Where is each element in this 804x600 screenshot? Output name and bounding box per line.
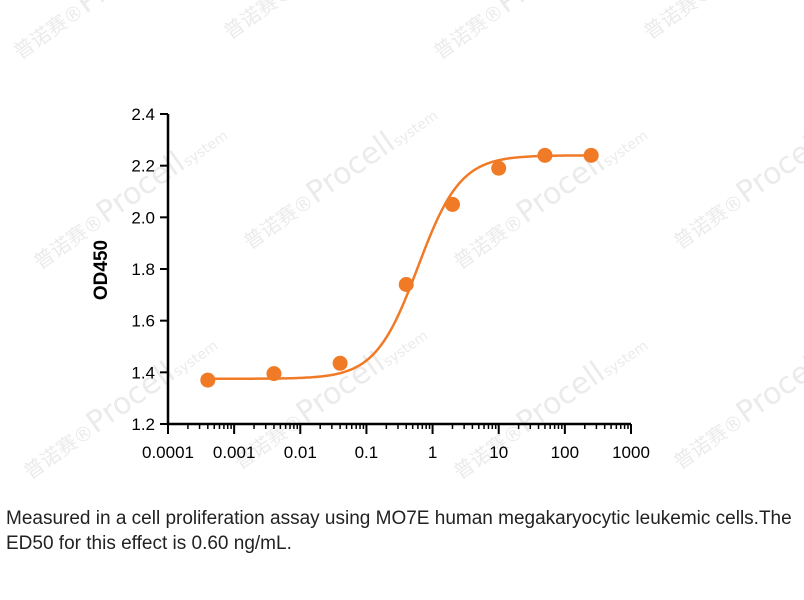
data-points (200, 147, 599, 388)
watermark-cn-text: 普诺赛® (449, 209, 528, 275)
watermark-sub-text: system (181, 128, 232, 170)
y-axis-label: OD450 (91, 240, 112, 300)
watermark-cn-text: 普诺赛® (19, 419, 98, 485)
data-point (398, 277, 414, 292)
watermark-cn-text: 普诺赛® (669, 189, 748, 255)
watermark-cn-text: 普诺赛® (219, 0, 298, 44)
watermark-cn-text: 普诺赛® (9, 0, 88, 64)
watermark-cn-text: 普诺赛® (229, 409, 308, 475)
data-point (444, 196, 460, 212)
watermark-brand-text: Procell (730, 345, 804, 431)
watermark-brand-text: Procell (300, 125, 401, 211)
y-tick-label: 2.2 (131, 157, 155, 176)
x-tick-label: 10 (489, 443, 508, 462)
watermark-sub-text: system (601, 338, 652, 380)
data-point (583, 147, 599, 163)
y-tick-label: 2.4 (131, 105, 155, 124)
data-point (266, 366, 282, 382)
y-tick-label: 1.4 (131, 363, 155, 382)
watermark-sub-text: system (171, 338, 222, 380)
watermark-brand-text: Procell (730, 125, 804, 211)
x-tick-label: 0.1 (355, 443, 379, 462)
watermark-cn-text: 普诺赛® (669, 409, 748, 475)
watermark-cn-text: 普诺赛® (429, 0, 508, 64)
watermark-cn-text: 普诺赛® (639, 0, 718, 44)
x-tick-label: 1000 (612, 443, 650, 462)
x-tick-label: 0.001 (213, 443, 256, 462)
data-point (537, 147, 553, 163)
data-point (491, 160, 507, 176)
x-tick-label: 0.0001 (142, 443, 194, 462)
x-tick-label: 100 (551, 443, 579, 462)
x-ticks: 0.0001 0.001 0.01 0.1 1 10 100 1000 (142, 424, 650, 462)
data-point (332, 355, 348, 371)
y-ticks: 1.2 1.4 1.6 1.8 2.0 2.2 2.4 (131, 105, 168, 434)
watermark-layer: 普诺赛®Procellsystem普诺赛®Procellsystem普诺赛®Pr… (9, 0, 804, 485)
watermark-sub-text: system (601, 128, 652, 170)
watermark-cn-text: 普诺赛® (239, 189, 318, 255)
y-tick-label: 1.8 (131, 260, 155, 279)
figure-caption: Measured in a cell proliferation assay u… (6, 508, 792, 554)
y-tick-label: 1.6 (131, 312, 155, 331)
x-tick-label: 0.01 (284, 443, 317, 462)
data-point (200, 372, 216, 388)
y-tick-label: 1.2 (131, 415, 155, 434)
watermark-sub-text: system (391, 108, 442, 150)
y-tick-label: 2.0 (131, 208, 155, 227)
x-tick-label: 1 (428, 443, 437, 462)
